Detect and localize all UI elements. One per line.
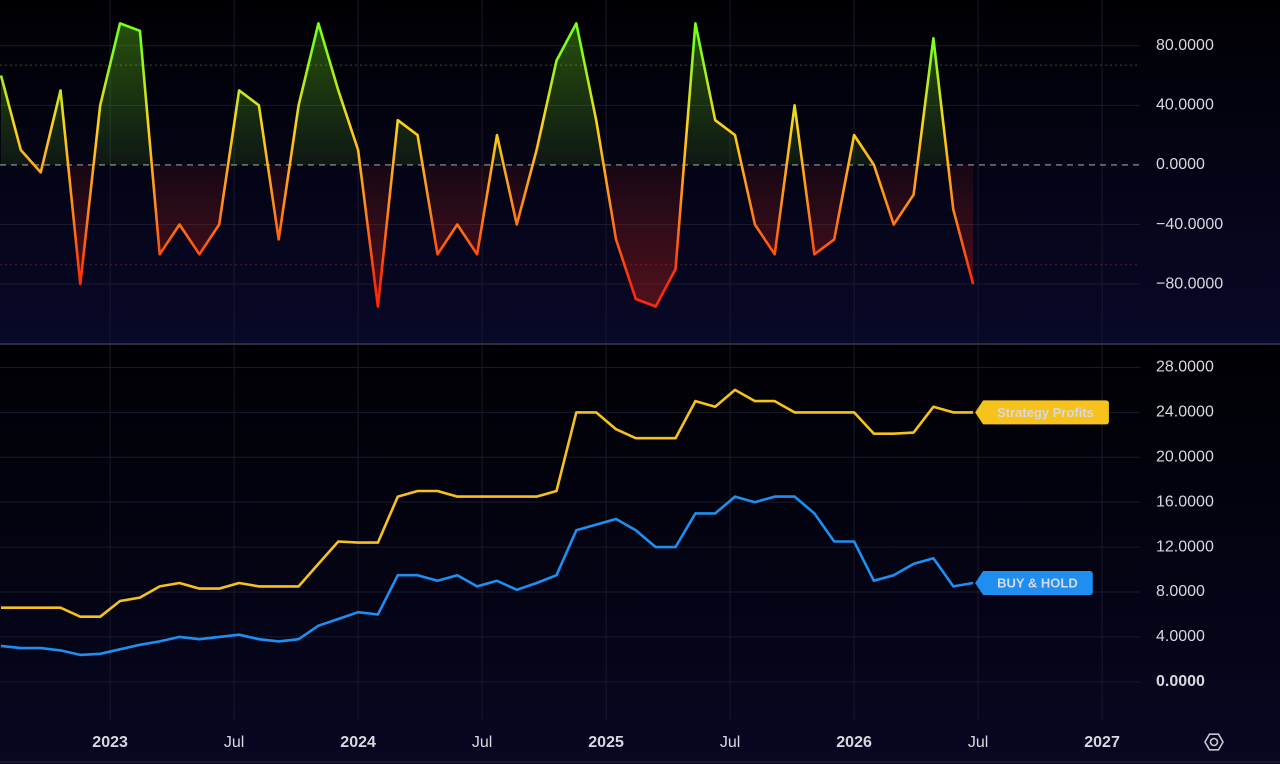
settings-icon[interactable] bbox=[1204, 733, 1224, 751]
series-line bbox=[1, 388, 974, 618]
series-tag-background bbox=[975, 400, 1109, 425]
y-tick-label: 12.0000 bbox=[1156, 538, 1214, 555]
x-tick-label: 2024 bbox=[340, 734, 376, 751]
y-tick-label: 24.0000 bbox=[1156, 404, 1214, 421]
y-tick-label: 8.0000 bbox=[1156, 583, 1205, 600]
series-tag-background bbox=[975, 571, 1093, 596]
x-tick-label: 2025 bbox=[588, 734, 624, 751]
series-tag-label: Strategy Profits bbox=[997, 405, 1094, 420]
y-tick-label: −40.0000 bbox=[1156, 216, 1223, 233]
series-tag-label: BUY & HOLD bbox=[997, 575, 1078, 590]
x-tick-label: Jul bbox=[720, 734, 740, 751]
y-tick-label: 80.0000 bbox=[1156, 37, 1214, 54]
x-tick-label: Jul bbox=[472, 734, 492, 751]
series-tag: Strategy Profits bbox=[975, 400, 1109, 425]
series-tag: BUY & HOLD bbox=[975, 571, 1093, 596]
y-tick-label: −80.0000 bbox=[1156, 275, 1223, 292]
series-line bbox=[0, 22, 975, 308]
y-tick-label: 20.0000 bbox=[1156, 448, 1214, 465]
y-tick-label: 4.0000 bbox=[1156, 628, 1205, 645]
y-tick-label: 40.0000 bbox=[1156, 97, 1214, 114]
series-line bbox=[0, 495, 974, 657]
x-tick-label: 2026 bbox=[836, 734, 872, 751]
y-tick-label: 0.0000 bbox=[1156, 156, 1205, 173]
y-tick-label: 0.0000 bbox=[1156, 673, 1205, 690]
x-tick-label: 2027 bbox=[1084, 734, 1120, 751]
x-tick-label: 2023 bbox=[92, 734, 128, 751]
y-tick-label: 16.0000 bbox=[1156, 493, 1214, 510]
x-tick-label: Jul bbox=[224, 734, 244, 751]
y-tick-label: 28.0000 bbox=[1156, 359, 1214, 376]
x-tick-label: Jul bbox=[968, 734, 988, 751]
